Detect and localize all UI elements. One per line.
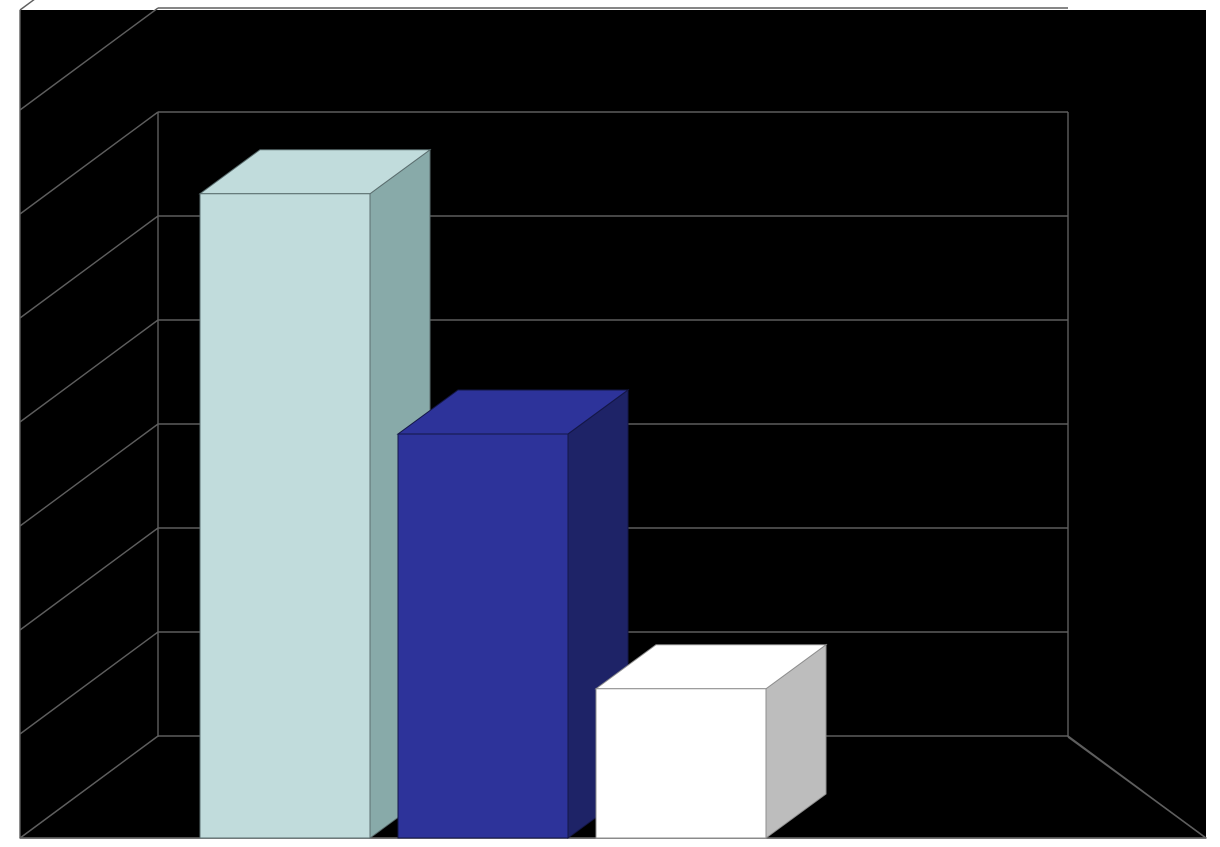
bar-3 xyxy=(596,645,826,838)
bar-1-front xyxy=(200,194,370,838)
bar-2 xyxy=(398,390,628,838)
bar-3-front xyxy=(596,689,766,838)
chart-left-wall xyxy=(20,10,158,838)
bar-2-front xyxy=(398,434,568,838)
bar-chart-3d xyxy=(0,0,1220,847)
frame-top-left-diag xyxy=(20,0,158,10)
bar-1 xyxy=(200,150,430,838)
